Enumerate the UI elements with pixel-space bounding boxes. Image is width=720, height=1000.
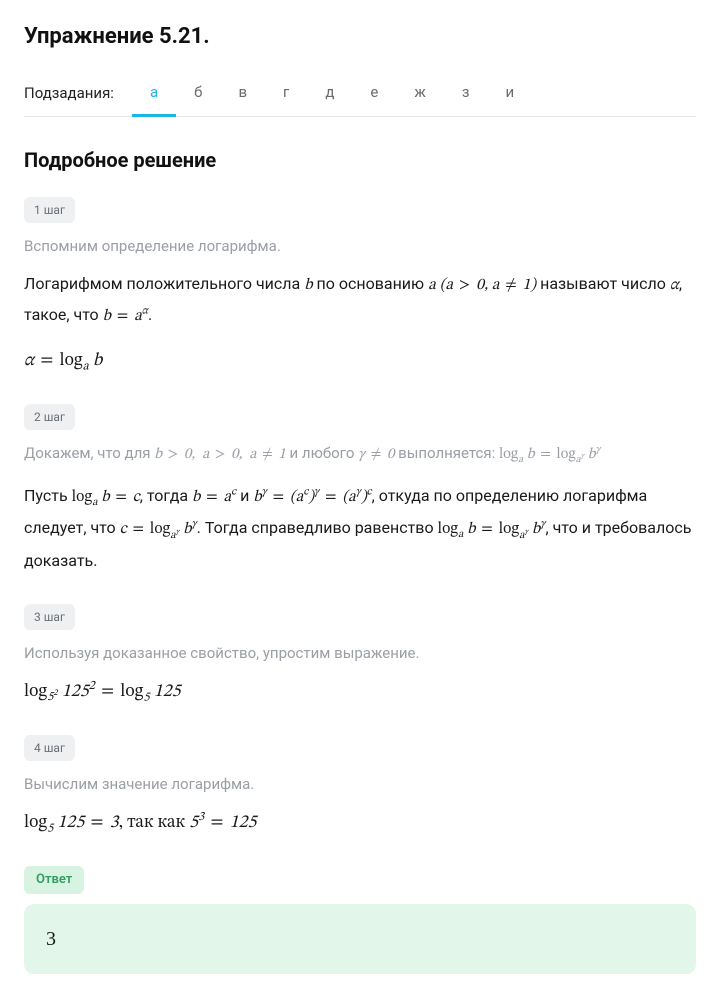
- tab-ж[interactable]: ж: [396, 81, 444, 117]
- step-badge: 3 шаг: [24, 604, 75, 630]
- tab-а[interactable]: а: [132, 81, 176, 117]
- step-formula: log5 125 = 3, так как 53 = 125: [24, 808, 696, 838]
- subtasks-label: Подзадания:: [24, 82, 114, 115]
- section-title: Подробное решение: [24, 145, 696, 175]
- step-formula: α = loga b: [24, 348, 696, 376]
- step-formula: log52 1252 = log5 125: [24, 677, 696, 707]
- page-title: Упражнение 5.21.: [24, 20, 696, 53]
- step-badge: 4 шаг: [24, 735, 75, 761]
- tab-и[interactable]: и: [487, 81, 532, 117]
- step-hint: Вспомним определение логарифма.: [24, 235, 696, 258]
- step-hint: Используя доказанное свойство, упростим …: [24, 642, 696, 665]
- step-badge: 1 шаг: [24, 197, 75, 223]
- tab-г[interactable]: г: [265, 81, 307, 117]
- step-3: 3 шаг Используя доказанное свойство, упро…: [24, 604, 696, 707]
- step-body: Логарифмом положительного числа b по осн…: [24, 269, 696, 332]
- answer-box: 3: [24, 904, 696, 974]
- subtasks-tabbar: Подзадания: абвгдежзи: [24, 81, 696, 117]
- step-2: 2 шаг Докажем, что для b > 0, a > 0, a ≠ …: [24, 404, 696, 576]
- step-body: Пусть loga b = c, тогда b = ac и bγ = (a…: [24, 481, 696, 576]
- step-hint: Вычислим значение логарифма.: [24, 773, 696, 796]
- answer-badge: Ответ: [24, 866, 84, 894]
- tab-б[interactable]: б: [176, 81, 220, 117]
- tab-з[interactable]: з: [444, 81, 488, 117]
- tab-е[interactable]: е: [352, 81, 396, 117]
- step-hint: Докажем, что для b > 0, a > 0, a ≠ 1 и л…: [24, 442, 696, 469]
- tabs-container: абвгдежзи: [132, 81, 532, 116]
- step-1: 1 шаг Вспомним определение логарифма. Лога…: [24, 197, 696, 377]
- tab-в[interactable]: в: [220, 81, 265, 117]
- step-4: 4 шаг Вычислим значение логарифма. log5 12…: [24, 735, 696, 838]
- tab-д[interactable]: д: [307, 81, 352, 117]
- step-badge: 2 шаг: [24, 404, 75, 430]
- answer-block: Ответ 3: [24, 866, 696, 974]
